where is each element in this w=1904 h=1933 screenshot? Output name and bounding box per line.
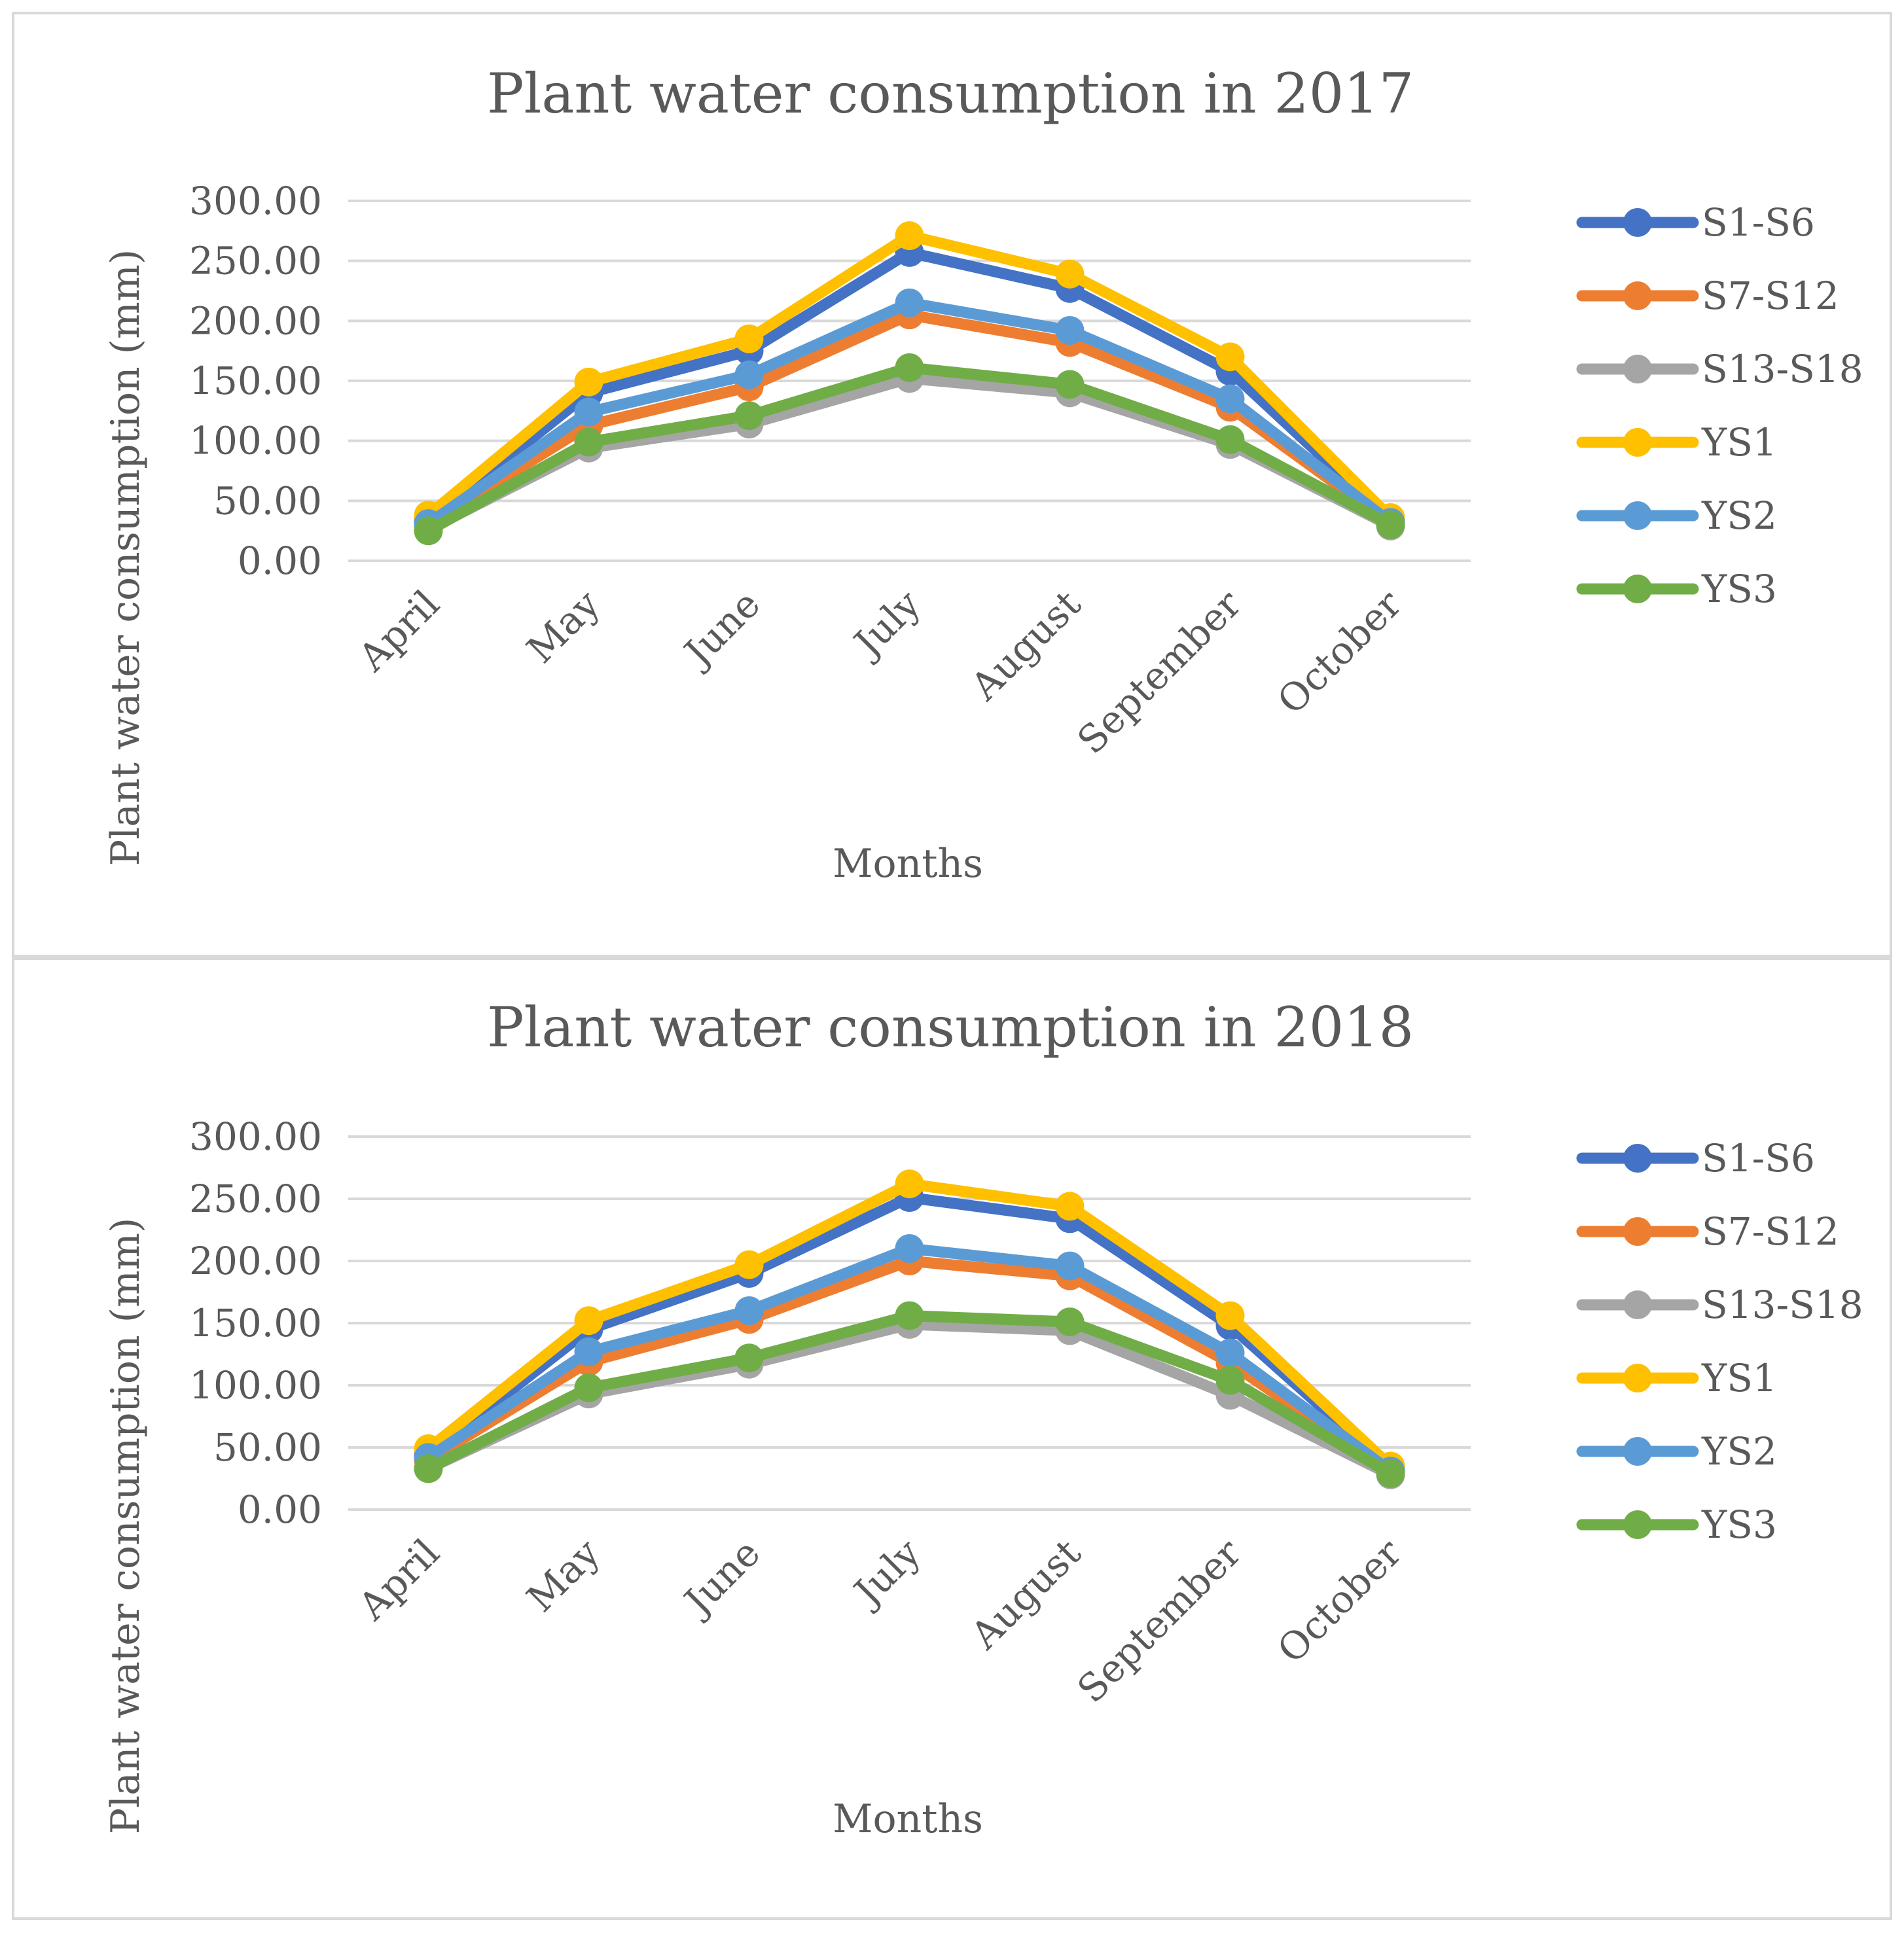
data-point-ys1 (1215, 342, 1245, 372)
data-point-ys3 (895, 1301, 924, 1330)
legend-label: YS2 (1701, 1429, 1777, 1474)
y-tick-label: 50.00 (213, 478, 322, 523)
x-tick-label: July (844, 1531, 929, 1616)
data-point-ys3 (1055, 1307, 1085, 1337)
x-tick-label: October (1268, 582, 1410, 723)
data-point-ys1 (574, 367, 603, 397)
legend-marker-s13-s18 (1623, 355, 1652, 383)
x-tick-label: September (1069, 1531, 1250, 1712)
line-chart-2017: Plant water consumption in 2017 0.00 50.00… (103, 62, 1863, 887)
legend-label: S13-S18 (1702, 347, 1863, 391)
legend-marker-ys1 (1623, 1364, 1652, 1392)
y-axis-label: Plant water consumption (mm) (103, 249, 149, 866)
legend-label: YS3 (1701, 567, 1777, 611)
data-point-ys3 (1055, 370, 1085, 399)
chart-title: Plant water consumption in 2017 (487, 62, 1414, 126)
y-tick-label: 150.00 (189, 1301, 322, 1345)
x-tick-label: August (961, 582, 1089, 709)
data-point-ys3 (414, 516, 443, 546)
y-tick-label: 0.00 (238, 539, 322, 583)
data-point-ys2 (895, 288, 924, 317)
data-point-ys1 (734, 1250, 764, 1279)
legend-label: S13-S18 (1702, 1283, 1863, 1327)
x-tick-label: June (674, 582, 768, 677)
data-point-ys2 (1055, 1251, 1085, 1281)
data-point-ys2 (574, 1337, 603, 1366)
y-axis-label: Plant water consumption (mm) (103, 1218, 149, 1835)
legend-marker-s1-s6 (1623, 208, 1652, 237)
x-tick-label: July (844, 582, 929, 667)
data-point-ys1 (895, 221, 924, 251)
y-tick-label: 300.00 (189, 1114, 322, 1159)
series-line-ys2 (423, 1243, 1396, 1477)
x-tick-label: August (961, 1531, 1089, 1658)
y-tick-label: 100.00 (189, 419, 322, 463)
data-point-ys1 (895, 1169, 924, 1199)
y-tick-label: 150.00 (189, 359, 322, 403)
data-point-ys1 (1055, 259, 1085, 289)
legend-marker-s7-s12 (1623, 281, 1652, 310)
legend-marker-ys3 (1623, 575, 1652, 603)
y-tick-label: 200.00 (189, 298, 322, 343)
legend-label: YS1 (1701, 1356, 1777, 1400)
x-axis-label: Months (833, 1796, 983, 1842)
data-point-ys2 (734, 360, 764, 389)
series-line-ys2 (423, 297, 1396, 529)
legend-marker-s13-s18 (1623, 1290, 1652, 1319)
data-point-ys3 (1376, 510, 1405, 539)
x-tick-label: September (1069, 582, 1250, 763)
legend-marker-s7-s12 (1623, 1217, 1652, 1246)
legend-label: S7-S12 (1702, 1209, 1839, 1254)
data-point-ys2 (1215, 1338, 1245, 1368)
data-point-ys3 (734, 401, 764, 431)
x-tick-label: May (518, 1531, 609, 1621)
data-point-ys3 (895, 353, 924, 382)
y-tick-label: 0.00 (238, 1487, 322, 1532)
legend-marker-ys2 (1623, 501, 1652, 530)
data-point-ys3 (1376, 1459, 1405, 1488)
x-axis-label: Months (833, 841, 983, 887)
x-tick-label: May (518, 582, 609, 672)
legend-marker-s1-s6 (1623, 1144, 1652, 1173)
chart-title: Plant water consumption in 2018 (487, 995, 1414, 1059)
data-point-ys3 (574, 427, 603, 457)
data-point-ys3 (1215, 425, 1245, 454)
legend-marker-ys3 (1623, 1510, 1652, 1539)
data-point-ys3 (414, 1454, 443, 1483)
data-point-ys2 (895, 1234, 924, 1263)
data-point-ys3 (734, 1343, 764, 1373)
y-tick-label: 250.00 (189, 1177, 322, 1221)
data-point-ys2 (1055, 316, 1085, 345)
legend-label: S7-S12 (1702, 274, 1839, 318)
data-point-ys3 (1215, 1366, 1245, 1395)
legend-label: YS2 (1701, 493, 1777, 538)
x-tick-label: April (350, 582, 448, 681)
data-point-ys2 (574, 397, 603, 427)
legend-label: S1-S6 (1702, 1136, 1815, 1180)
y-tick-label: 200.00 (189, 1239, 322, 1283)
x-tick-label: June (674, 1531, 768, 1625)
data-point-ys2 (734, 1296, 764, 1325)
y-tick-label: 300.00 (189, 179, 322, 223)
x-tick-label: October (1268, 1531, 1410, 1672)
y-tick-label: 250.00 (189, 239, 322, 283)
x-tick-label: April (350, 1531, 448, 1629)
line-chart-2018: Plant water consumption in 2018 0.00 50.00… (103, 995, 1863, 1842)
data-point-ys3 (574, 1373, 603, 1402)
data-point-ys1 (574, 1306, 603, 1336)
chart-panel-2017: Plant water consumption in 2017 0.00 50.00… (12, 12, 1892, 957)
legend-marker-ys2 (1623, 1437, 1652, 1466)
y-tick-label: 100.00 (189, 1363, 322, 1408)
legend-label: YS1 (1701, 420, 1777, 465)
chart-panel-2018: Plant water consumption in 2018 0.00 50.00… (12, 957, 1892, 1920)
data-point-ys1 (1055, 1192, 1085, 1221)
data-point-ys1 (734, 324, 764, 353)
y-tick-label: 50.00 (213, 1425, 322, 1470)
data-point-ys1 (1215, 1301, 1245, 1330)
legend-label: YS3 (1701, 1502, 1777, 1547)
legend-label: S1-S6 (1702, 200, 1815, 245)
legend-marker-ys1 (1623, 428, 1652, 457)
data-point-ys2 (1215, 384, 1245, 414)
